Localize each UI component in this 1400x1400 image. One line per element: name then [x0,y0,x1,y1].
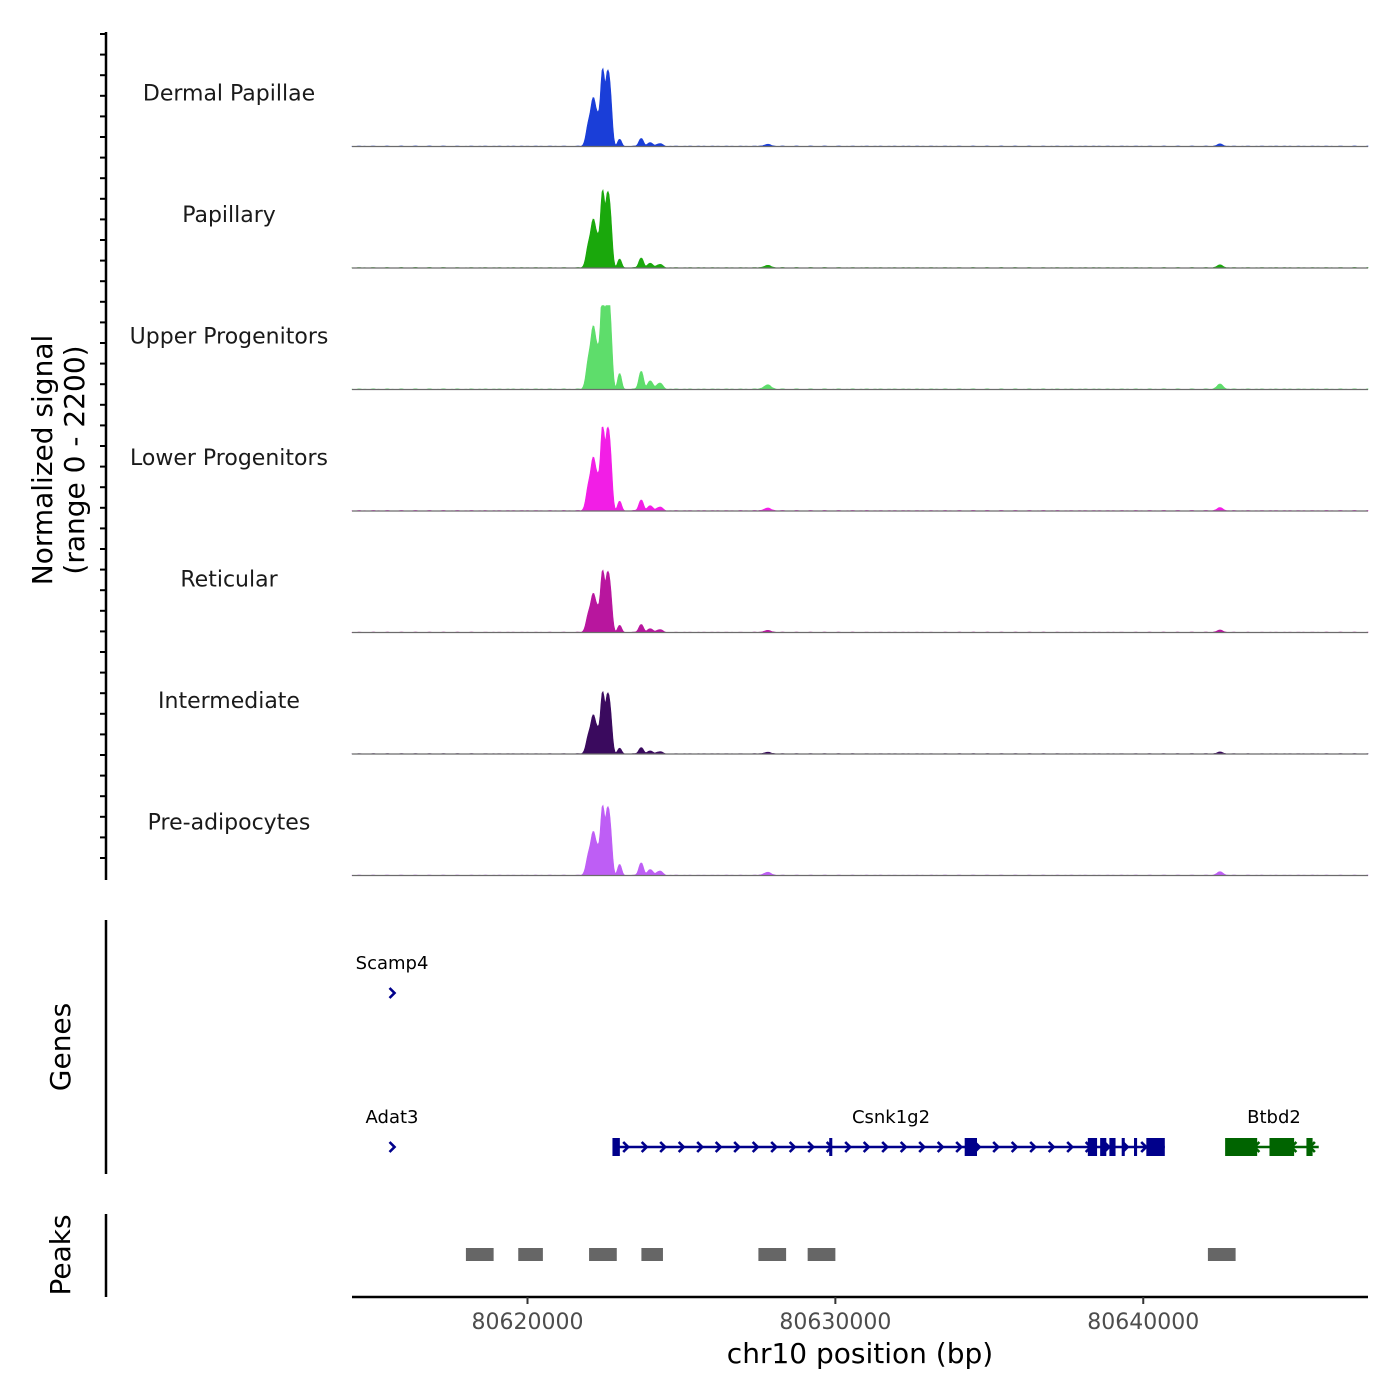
signal-area [351,67,1369,147]
strand-arrow [918,1141,927,1153]
signal-area [351,189,1369,269]
signal-area [351,804,1369,876]
strand-arrow [751,1141,760,1153]
signal-panel: Dermal Papillae Papillary Upper Progenitor… [100,32,1369,880]
peaks-track-title: Peaks [44,1214,77,1295]
strand-arrow [899,1141,908,1153]
gene-exon [1121,1138,1125,1156]
signal-area [351,305,1369,390]
strand-arrow [714,1141,723,1153]
signal-area [351,569,1369,633]
peak-region [641,1248,663,1261]
track-label: Papillary [182,203,276,228]
gene-label: Csnk1g2 [852,1107,930,1128]
peak-region [758,1248,787,1261]
gene-exon [1269,1138,1295,1156]
signal-area [351,426,1369,512]
signal-track: Intermediate [158,689,1369,755]
track-label: Upper Progenitors [130,325,329,350]
strand-arrow [1066,1141,1075,1153]
gene-exon [1134,1138,1138,1156]
signal-track: Dermal Papillae [143,67,1369,148]
peak-region [518,1248,543,1261]
peak-region [807,1248,836,1261]
gene-exon [1087,1138,1098,1156]
x-axis: 80620000 80630000 80640000 [352,1295,1368,1335]
track-label: Intermediate [158,689,300,714]
strand-arrow [788,1141,797,1153]
strand-arrow [1010,1141,1019,1153]
peaks-panel [104,1214,1236,1297]
strand-arrow [733,1141,742,1153]
track-label: Lower Progenitors [130,446,328,471]
gene-exon [1226,1138,1258,1156]
gene: Btbd2 [1225,1107,1319,1156]
strand-arrow [659,1141,668,1153]
x-tick-label: 80640000 [1087,1310,1199,1335]
signal-track: Reticular [180,568,1369,634]
peak-region [1207,1248,1236,1261]
y-axis-range-label: (range 0 - 2200) [58,345,91,574]
gene-label: Scamp4 [356,953,429,974]
track-label: Pre-adipocytes [148,811,311,836]
strand-arrow [881,1141,890,1153]
strand-arrow [770,1141,779,1153]
x-axis-title: chr10 position (bp) [727,1337,993,1370]
genes-track-title: Genes [44,1003,77,1091]
gene-exon [613,1138,620,1156]
signal-track: Pre-adipocytes [148,804,1369,877]
gene: Scamp4 [356,953,429,999]
gene-exon [1109,1138,1116,1156]
gene-label: Btbd2 [1247,1107,1301,1128]
strand-arrow [862,1141,871,1153]
gene-exon [1100,1138,1107,1156]
gene: Adat3 [366,1107,419,1153]
strand-arrow [1140,1141,1149,1153]
strand-arrow [936,1141,945,1153]
strand-arrow [992,1141,1001,1153]
gene-label: Adat3 [366,1107,419,1128]
strand-arrow [622,1141,631,1153]
strand-arrow [1047,1141,1056,1153]
strand-arrow [844,1141,853,1153]
strand-arrow [696,1141,705,1153]
y-axis-title: Normalized signal [26,335,59,586]
gene-exon [829,1138,833,1156]
gene-exon [1146,1138,1165,1156]
signal-track: Lower Progenitors [130,426,1369,512]
strand-arrow [388,1141,397,1153]
genes-panel: Scamp4 Adat3 Csnk1g2 Btbd2 [104,920,1319,1174]
gene-exon [1306,1138,1313,1156]
strand-arrow [640,1141,649,1153]
gene-exon [964,1138,977,1156]
peak-region [465,1248,494,1261]
gene: Csnk1g2 [612,1107,1165,1156]
strand-arrow [677,1141,686,1153]
signal-area [351,690,1369,755]
signal-track: Upper Progenitors [130,305,1369,391]
signal-track: Papillary [182,189,1369,269]
strand-arrow [955,1141,964,1153]
track-label: Dermal Papillae [143,82,315,107]
peak-region [589,1248,617,1261]
strand-arrow [807,1141,816,1153]
x-tick-label: 80630000 [779,1310,891,1335]
track-label: Reticular [180,568,278,593]
x-tick-label: 80620000 [471,1310,583,1335]
strand-arrow [388,987,397,999]
strand-arrow [1029,1141,1038,1153]
